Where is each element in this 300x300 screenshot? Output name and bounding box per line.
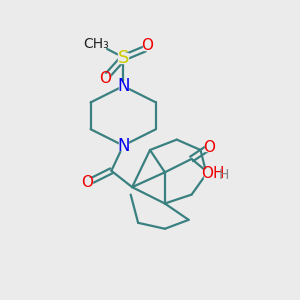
Bar	[101, 74, 110, 83]
Text: S: S	[118, 49, 129, 67]
Text: N: N	[117, 77, 130, 95]
Text: O: O	[99, 71, 111, 86]
Bar	[142, 41, 152, 50]
Text: N: N	[117, 136, 130, 154]
Bar	[83, 178, 92, 187]
Bar	[118, 53, 128, 63]
Text: O: O	[82, 175, 94, 190]
Text: O: O	[203, 140, 215, 154]
Bar	[205, 142, 214, 152]
Text: CH₃: CH₃	[84, 38, 110, 52]
Bar	[204, 169, 220, 178]
Bar	[88, 39, 105, 50]
Bar	[220, 171, 229, 179]
Text: H: H	[219, 168, 230, 182]
Bar	[119, 82, 128, 91]
Text: OH: OH	[201, 166, 224, 181]
Text: O: O	[141, 38, 153, 53]
Bar	[119, 141, 128, 150]
